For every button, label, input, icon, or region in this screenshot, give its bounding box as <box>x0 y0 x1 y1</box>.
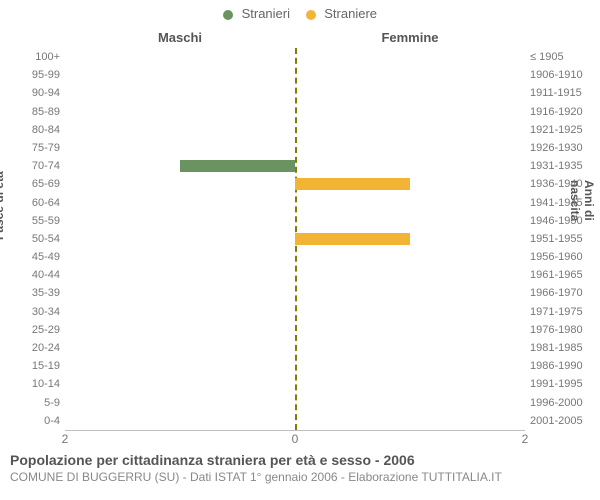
y-axis-left-labels: 100+ 95-99 90-94 85-89 80-84 75-79 70-74 65-69 6… <box>0 48 60 430</box>
age-row <box>65 284 525 302</box>
birth-year-label: 1966-1970 <box>530 287 598 299</box>
age-row <box>65 230 525 248</box>
legend-item-stranieri: Stranieri <box>223 6 290 21</box>
age-row <box>65 194 525 212</box>
age-row <box>65 157 525 175</box>
caption-title: Popolazione per cittadinanza straniera p… <box>10 452 590 468</box>
age-label: 100+ <box>0 51 60 63</box>
x-tick-left-2: 2 <box>62 432 69 446</box>
age-row <box>65 212 525 230</box>
age-label: 15-19 <box>0 360 60 372</box>
y-axis-right-labels: ≤ 1905 1906-1910 1911-1915 1916-1920 1921-19… <box>530 48 598 430</box>
birth-year-label: 2001-2005 <box>530 415 598 427</box>
age-row <box>65 48 525 66</box>
birth-year-label: 1996-2000 <box>530 397 598 409</box>
birth-year-label: 1976-1980 <box>530 324 598 336</box>
age-row <box>65 321 525 339</box>
age-row <box>65 357 525 375</box>
bar-femmine <box>295 233 410 245</box>
age-label: 30-34 <box>0 306 60 318</box>
birth-year-label: 1956-1960 <box>530 251 598 263</box>
age-label: 5-9 <box>0 397 60 409</box>
birth-year-label: 1906-1910 <box>530 69 598 81</box>
group-title-femmine: Femmine <box>295 30 525 45</box>
birth-year-label: 1941-1945 <box>530 197 598 209</box>
age-label: 0-4 <box>0 415 60 427</box>
birth-year-label: 1981-1985 <box>530 342 598 354</box>
legend-label-stranieri: Stranieri <box>242 6 290 21</box>
legend-marker-stranieri <box>223 10 233 20</box>
age-label: 55-59 <box>0 215 60 227</box>
birth-year-label: 1971-1975 <box>530 306 598 318</box>
legend: Stranieri Straniere <box>0 6 600 21</box>
age-row <box>65 175 525 193</box>
age-row <box>65 375 525 393</box>
birth-year-label: 1916-1920 <box>530 106 598 118</box>
x-tick-center: 0 <box>292 432 299 446</box>
birth-year-label: 1936-1940 <box>530 178 598 190</box>
birth-year-label: 1951-1955 <box>530 233 598 245</box>
birth-year-label: 1946-1950 <box>530 215 598 227</box>
birth-year-label: 1931-1935 <box>530 160 598 172</box>
birth-year-label: 1961-1965 <box>530 269 598 281</box>
age-row <box>65 66 525 84</box>
age-label: 35-39 <box>0 287 60 299</box>
age-row <box>65 103 525 121</box>
age-label: 20-24 <box>0 342 60 354</box>
birth-year-label: 1921-1925 <box>530 124 598 136</box>
birth-year-label: 1991-1995 <box>530 378 598 390</box>
age-row <box>65 248 525 266</box>
age-row <box>65 394 525 412</box>
age-label: 50-54 <box>0 233 60 245</box>
age-label: 60-64 <box>0 197 60 209</box>
age-label: 25-29 <box>0 324 60 336</box>
bar-femmine <box>295 178 410 190</box>
age-row <box>65 266 525 284</box>
plot-area <box>65 48 525 431</box>
legend-item-straniere: Straniere <box>306 6 377 21</box>
age-label: 45-49 <box>0 251 60 263</box>
age-label: 85-89 <box>0 106 60 118</box>
age-row <box>65 84 525 102</box>
birth-year-label: 1911-1915 <box>530 87 598 99</box>
age-row <box>65 139 525 157</box>
age-label: 70-74 <box>0 160 60 172</box>
age-label: 10-14 <box>0 378 60 390</box>
caption: Popolazione per cittadinanza straniera p… <box>10 452 590 484</box>
age-label: 40-44 <box>0 269 60 281</box>
birth-year-label: 1926-1930 <box>530 142 598 154</box>
legend-marker-straniere <box>306 10 316 20</box>
population-pyramid-chart: Stranieri Straniere Maschi Femmine Fasce… <box>0 0 600 500</box>
age-row <box>65 303 525 321</box>
age-label: 75-79 <box>0 142 60 154</box>
legend-label-straniere: Straniere <box>324 6 377 21</box>
age-label: 90-94 <box>0 87 60 99</box>
age-row <box>65 412 525 430</box>
age-label: 80-84 <box>0 124 60 136</box>
age-row <box>65 121 525 139</box>
x-tick-right-2: 2 <box>522 432 529 446</box>
bar-maschi <box>180 160 295 172</box>
birth-year-label: 1986-1990 <box>530 360 598 372</box>
age-label: 95-99 <box>0 69 60 81</box>
birth-year-label: ≤ 1905 <box>530 51 598 63</box>
caption-subtitle: COMUNE DI BUGGERRU (SU) - Dati ISTAT 1° … <box>10 470 590 484</box>
age-label: 65-69 <box>0 178 60 190</box>
group-title-maschi: Maschi <box>65 30 295 45</box>
age-row <box>65 339 525 357</box>
